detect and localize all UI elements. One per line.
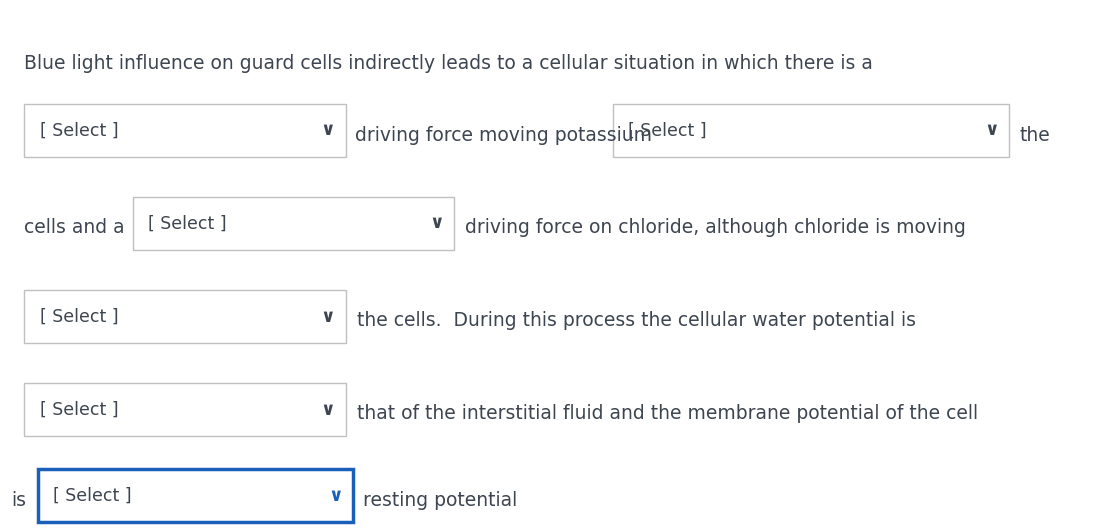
Text: ∨: ∨	[429, 214, 444, 232]
FancyBboxPatch shape	[24, 290, 346, 343]
FancyBboxPatch shape	[133, 197, 454, 250]
Text: is: is	[11, 491, 27, 510]
Text: driving force on chloride, although chloride is moving: driving force on chloride, although chlo…	[465, 218, 966, 237]
Text: ∨: ∨	[320, 401, 336, 419]
Text: [ Select ]: [ Select ]	[148, 214, 227, 232]
Text: [ Select ]: [ Select ]	[40, 121, 119, 139]
Text: cells and a: cells and a	[24, 218, 125, 237]
FancyBboxPatch shape	[24, 383, 346, 436]
FancyBboxPatch shape	[38, 469, 353, 522]
Text: driving force moving potassium: driving force moving potassium	[355, 126, 652, 145]
Text: that of the interstitial fluid and the membrane potential of the cell: that of the interstitial fluid and the m…	[357, 404, 978, 423]
Text: [ Select ]: [ Select ]	[40, 307, 119, 326]
Text: resting potential: resting potential	[363, 491, 517, 510]
FancyBboxPatch shape	[24, 104, 346, 157]
Text: ∨: ∨	[328, 487, 343, 505]
Text: [ Select ]: [ Select ]	[628, 121, 707, 139]
Text: the: the	[1019, 126, 1050, 145]
Text: ∨: ∨	[320, 121, 336, 139]
Text: [ Select ]: [ Select ]	[40, 401, 119, 419]
FancyBboxPatch shape	[613, 104, 1009, 157]
Text: ∨: ∨	[984, 121, 999, 139]
Text: [ Select ]: [ Select ]	[53, 487, 132, 505]
Text: the cells.  During this process the cellular water potential is: the cells. During this process the cellu…	[357, 311, 916, 330]
Text: ∨: ∨	[320, 307, 336, 326]
Text: Blue light influence on guard cells indirectly leads to a cellular situation in : Blue light influence on guard cells indi…	[24, 54, 873, 73]
